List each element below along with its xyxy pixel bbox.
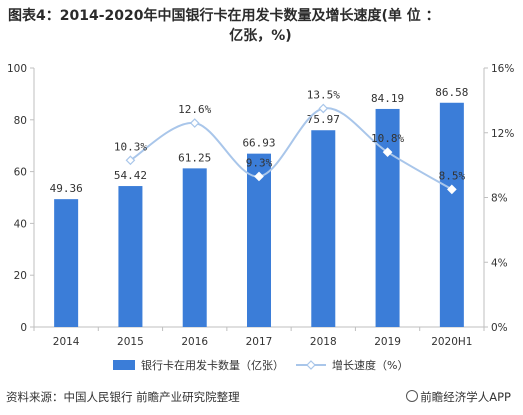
y-left-tick-label: 100: [7, 63, 27, 75]
growth-marker: [318, 103, 329, 114]
bar-value-label: 86.58: [435, 86, 468, 99]
x-tick-label: 2016: [181, 336, 208, 348]
growth-value-label: 13.5%: [307, 88, 340, 101]
growth-marker: [189, 118, 200, 128]
growth-marker: [382, 147, 393, 158]
x-tick-label: 2020H1: [431, 336, 472, 348]
legend-line-marker: [306, 360, 316, 370]
x-tick-label: 2014: [53, 336, 80, 348]
growth-line: [129, 107, 453, 191]
x-tick-label: 2019: [374, 336, 401, 348]
growth-value-label: 10.3%: [114, 140, 147, 153]
y-left-tick-label: 0: [20, 322, 27, 334]
bar: [247, 153, 271, 327]
y-right-tick-label: 8%: [491, 193, 508, 205]
y-left-tick-label: 40: [14, 218, 27, 230]
x-tick-label: 2017: [246, 336, 273, 348]
chart-title: 图表4：2014-2020年中国银行卡在用发卡数量及增长速度(单 位 ： 亿张，…: [8, 6, 513, 46]
x-tick-label: 2015: [117, 336, 144, 348]
bar: [311, 130, 336, 327]
bar-value-label: 66.93: [242, 137, 275, 150]
brand-logo-text: 前瞻经济学人APP: [420, 390, 511, 404]
bar: [54, 199, 79, 327]
bar: [118, 186, 143, 327]
bar-value-label: 84.19: [371, 92, 404, 105]
legend-bar-swatch: [113, 360, 135, 370]
y-right-tick-label: 0%: [491, 322, 508, 334]
bar-value-label: 61.25: [178, 151, 211, 164]
brand-logo: 前瞻经济学人APP: [406, 389, 511, 405]
growth-marker: [447, 184, 457, 195]
bar: [439, 102, 464, 327]
chart-title-line1: 图表4：2014-2020年中国银行卡在用发卡数量及增长速度(单 位 ：: [8, 8, 440, 24]
bar-value-label: 75.97: [307, 113, 340, 126]
growth-marker: [125, 155, 136, 166]
y-right-tick-label: 12%: [491, 128, 514, 140]
y-left-tick-label: 20: [14, 270, 27, 282]
growth-value-label: 12.6%: [178, 103, 211, 116]
y-right-tick-label: 16%: [491, 63, 514, 75]
bar: [182, 168, 207, 327]
source-note: 资料来源：中国人民银行 前瞻产业研究院整理: [6, 390, 240, 404]
y-left-tick-label: 80: [14, 115, 27, 127]
legend-line-label: 增长速度（%）: [332, 358, 408, 372]
legend-bar-label: 银行卡在用发卡数量（亿张）: [141, 358, 284, 372]
growth-value-label: 9.3%: [246, 156, 273, 169]
bar-value-label: 54.42: [114, 169, 147, 182]
x-tick-label: 2018: [310, 336, 337, 348]
y-right-tick-label: 4%: [491, 257, 508, 269]
growth-marker: [254, 171, 264, 182]
bar-value-label: 49.36: [50, 182, 83, 195]
growth-value-label: 8.5%: [439, 169, 466, 182]
chart-title-line2: 亿张，%): [229, 28, 292, 44]
logo-icon: [406, 390, 419, 402]
growth-value-label: 10.8%: [371, 132, 404, 145]
y-left-tick-label: 60: [14, 167, 27, 179]
